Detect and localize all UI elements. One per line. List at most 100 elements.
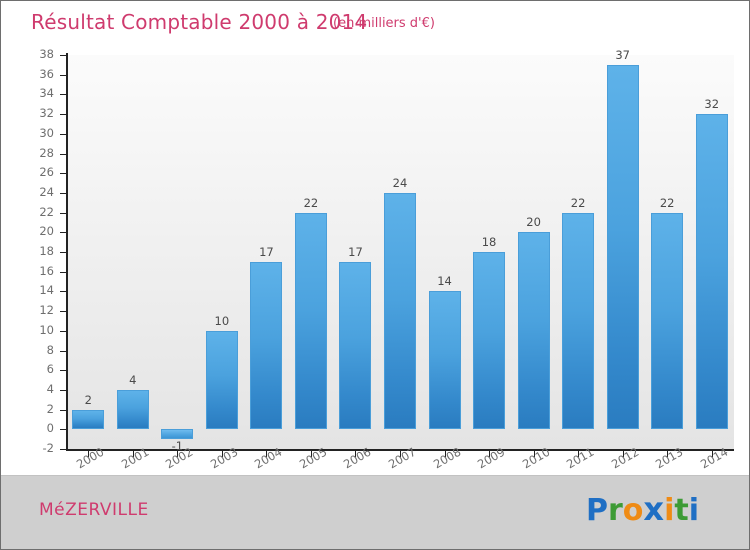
- y-axis-tick: [60, 133, 68, 135]
- y-axis-tick: [60, 271, 68, 273]
- y-axis-label: 38: [39, 47, 54, 61]
- bar-value-label: 14: [437, 274, 452, 289]
- bar: [606, 64, 639, 430]
- bar-value-label: 17: [348, 244, 363, 259]
- y-axis-tick: [60, 94, 68, 96]
- y-axis-tick: [60, 173, 68, 175]
- y-axis-tick: [60, 409, 68, 411]
- y-axis-tick: [60, 252, 68, 253]
- bar: [384, 192, 416, 430]
- y-axis-tick: [60, 449, 68, 450]
- bar: [205, 330, 238, 430]
- y-axis-tick: [60, 350, 68, 352]
- x-axis-tick: [711, 451, 713, 457]
- y-axis-tick: [60, 192, 68, 194]
- bar-value-label: 24: [392, 175, 408, 190]
- bar: [695, 114, 728, 430]
- y-axis-label: 32: [39, 106, 54, 121]
- x-axis-tick: [622, 451, 624, 457]
- y-axis-tick: [60, 114, 68, 116]
- bar-value-label: 2: [84, 392, 92, 407]
- y-axis-tick: [60, 291, 68, 293]
- bar-value-label: 32: [704, 97, 720, 112]
- bar-value-label: 17: [259, 244, 274, 259]
- bar: [294, 212, 327, 430]
- y-axis-tick: [60, 311, 68, 313]
- logo-letter-o: o: [622, 493, 644, 528]
- bar: [473, 252, 506, 430]
- chart-header: Résultat Comptable 2000 à 2014 (en milli…: [1, 1, 749, 41]
- y-axis-tick: [60, 153, 68, 155]
- x-axis-tick: [489, 451, 491, 457]
- bar: [161, 429, 194, 440]
- bar-value-label: 22: [659, 195, 675, 210]
- x-axis-tick: [310, 451, 312, 457]
- bar: [517, 232, 550, 430]
- x-axis-tick: [578, 451, 580, 457]
- y-axis-label: 24: [39, 184, 54, 199]
- x-axis-tick: [88, 451, 90, 457]
- y-axis-label: 20: [39, 224, 54, 239]
- logo-letter-p: P: [586, 493, 608, 528]
- logo-letter-x: x: [643, 490, 665, 528]
- entity-name: MéZERVILLE: [39, 500, 149, 520]
- bar: [250, 261, 283, 430]
- bar: [339, 261, 372, 430]
- x-axis-tick: [355, 451, 357, 457]
- proxiti-logo[interactable]: Proxiti: [586, 490, 699, 528]
- logo-letter-t: t: [674, 493, 689, 528]
- logo-letter-i2: i: [688, 493, 699, 528]
- bar-value-label: 22: [570, 195, 586, 210]
- y-axis-label: 0: [46, 421, 54, 436]
- y-axis-tick: [60, 429, 68, 431]
- x-axis-tick: [132, 451, 134, 457]
- x-axis-tick: [177, 451, 179, 457]
- y-axis-label: 2: [46, 401, 54, 416]
- page-subtitle: (en milliers d'€): [333, 16, 435, 31]
- bar: [116, 389, 149, 430]
- y-axis-label: 16: [39, 263, 54, 278]
- bar-value-label: 10: [214, 313, 230, 328]
- y-axis-tick: [60, 74, 68, 76]
- chart-footer: MéZERVILLE Proxiti: [1, 475, 749, 549]
- bar-value-label: 18: [481, 235, 497, 249]
- y-axis-label: 30: [39, 125, 54, 140]
- bar-chart: -2 0 2 4 6 8 10 12 14 16 18 20 22 24 26 28 30 32 34 36 38 20…: [1, 41, 749, 475]
- logo-letter-i1: i: [664, 493, 675, 528]
- y-axis-tick: [60, 389, 68, 391]
- y-axis-tick: [60, 232, 68, 234]
- x-axis-line: [66, 449, 734, 451]
- x-axis-tick: [266, 451, 268, 457]
- bar: [428, 291, 461, 430]
- y-axis-label: -2: [42, 441, 54, 455]
- y-axis-label: 8: [46, 342, 54, 357]
- x-axis-tick: [444, 451, 446, 457]
- y-axis-label: 22: [39, 204, 54, 219]
- bar: [562, 212, 595, 430]
- bar-value-label: 22: [303, 195, 319, 210]
- y-axis-label: 34: [39, 86, 54, 101]
- x-axis-tick: [533, 451, 535, 457]
- x-axis-tick: [400, 451, 401, 457]
- bar: [72, 409, 105, 430]
- bar-value-label: 37: [615, 47, 630, 62]
- logo-letter-r: r: [608, 493, 623, 528]
- y-axis-label: 28: [39, 145, 54, 160]
- y-axis-label: 18: [39, 244, 54, 258]
- y-axis-tick: [60, 212, 68, 214]
- x-axis-tick: [667, 451, 669, 457]
- bar-value-label: -1: [171, 439, 184, 454]
- y-axis-tick: [60, 330, 68, 332]
- y-axis-label: 4: [46, 381, 54, 396]
- y-axis-label: 10: [39, 322, 54, 337]
- y-axis-label: 36: [39, 66, 54, 81]
- bar-value-label: 4: [129, 372, 137, 387]
- y-axis-label: 26: [39, 165, 54, 180]
- y-axis-tick: [60, 370, 68, 372]
- x-axis-tick: [221, 451, 223, 457]
- y-axis-label: 14: [39, 283, 54, 298]
- y-axis-label: 12: [39, 303, 54, 318]
- bar: [651, 212, 684, 430]
- y-axis-label: 6: [46, 362, 54, 377]
